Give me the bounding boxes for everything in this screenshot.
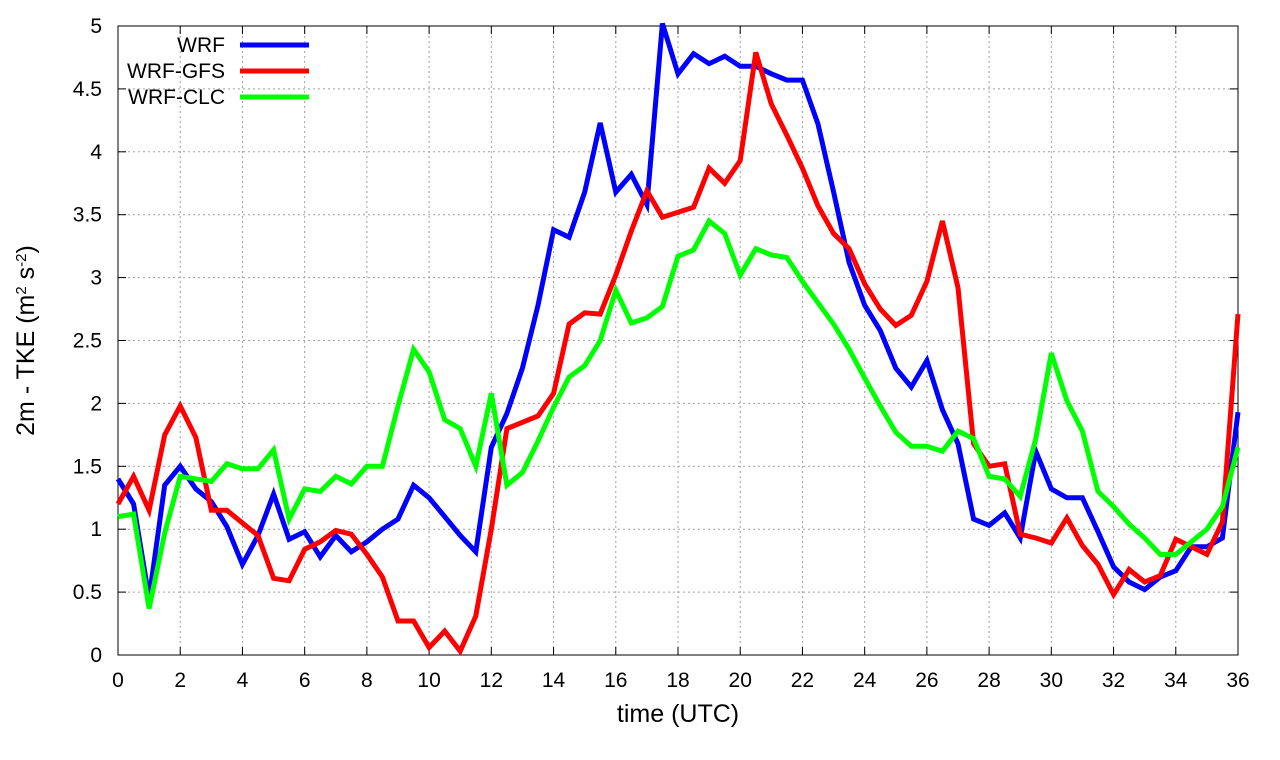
y-tick-label: 1.5 <box>73 455 102 478</box>
x-tick-label: 2 <box>174 669 186 692</box>
legend-label: WRF <box>177 34 225 57</box>
axis-ticks: 0 2 4 6 8 10 12 14 16 18 20 22 24 26 28 30 32 34 3600.511.… <box>73 15 1250 692</box>
x-tick-label: 6 <box>299 669 311 692</box>
x-tick-label: 36 <box>1226 669 1249 692</box>
x-tick-label: 12 <box>480 669 503 692</box>
y-tick-label: 2 <box>90 392 102 415</box>
x-tick-label: 10 <box>417 669 440 692</box>
y-tick-label: 2.5 <box>73 330 102 353</box>
y-axis-title-end: ) <box>12 245 40 253</box>
x-tick-label: 4 <box>237 669 249 692</box>
y-tick-label: 1 <box>90 518 102 541</box>
grid <box>118 26 1238 655</box>
x-tick-label: 8 <box>361 669 373 692</box>
y-tick-label: 0.5 <box>73 581 102 604</box>
y-tick-label: 4 <box>90 141 102 164</box>
y-tick-label: 5 <box>90 15 102 38</box>
x-tick-label: 16 <box>604 669 627 692</box>
x-tick-label: 28 <box>977 669 1000 692</box>
legend-label: WRF-CLC <box>128 86 225 109</box>
y-axis-title-sup1: 2 <box>13 286 30 294</box>
legend-label: WRF-GFS <box>127 60 225 83</box>
legend: WRF WRF-GFS WRF-CLC <box>127 34 309 109</box>
x-tick-label: 14 <box>542 669 566 692</box>
y-axis-title-main: 2m - TKE (m <box>12 295 40 436</box>
x-tick-label: 24 <box>853 669 877 692</box>
x-tick-label: 26 <box>915 669 938 692</box>
y-axis-title: 2m - TKE (m2 s-2) <box>12 245 40 436</box>
x-tick-label: 20 <box>729 669 752 692</box>
x-tick-label: 18 <box>666 669 689 692</box>
series-lines <box>115 22 1241 657</box>
x-tick-label: 32 <box>1102 669 1125 692</box>
x-tick-label: 22 <box>791 669 814 692</box>
y-axis-title-sup2: -2 <box>13 253 30 266</box>
y-tick-label: 3 <box>90 267 102 290</box>
y-tick-label: 4.5 <box>73 78 102 101</box>
series-line-wrf-clc <box>117 217 1241 610</box>
x-tick-label: 0 <box>112 669 124 692</box>
x-tick-label: 30 <box>1040 669 1063 692</box>
y-axis-title-mid: s <box>12 267 40 286</box>
series-line-wrf <box>115 22 1241 599</box>
y-tick-label: 0 <box>90 644 102 667</box>
y-tick-label: 3.5 <box>73 204 102 227</box>
x-tick-label: 34 <box>1164 669 1188 692</box>
x-axis-title: time (UTC) <box>617 700 739 728</box>
series-line-wrf-gfs <box>115 51 1241 657</box>
